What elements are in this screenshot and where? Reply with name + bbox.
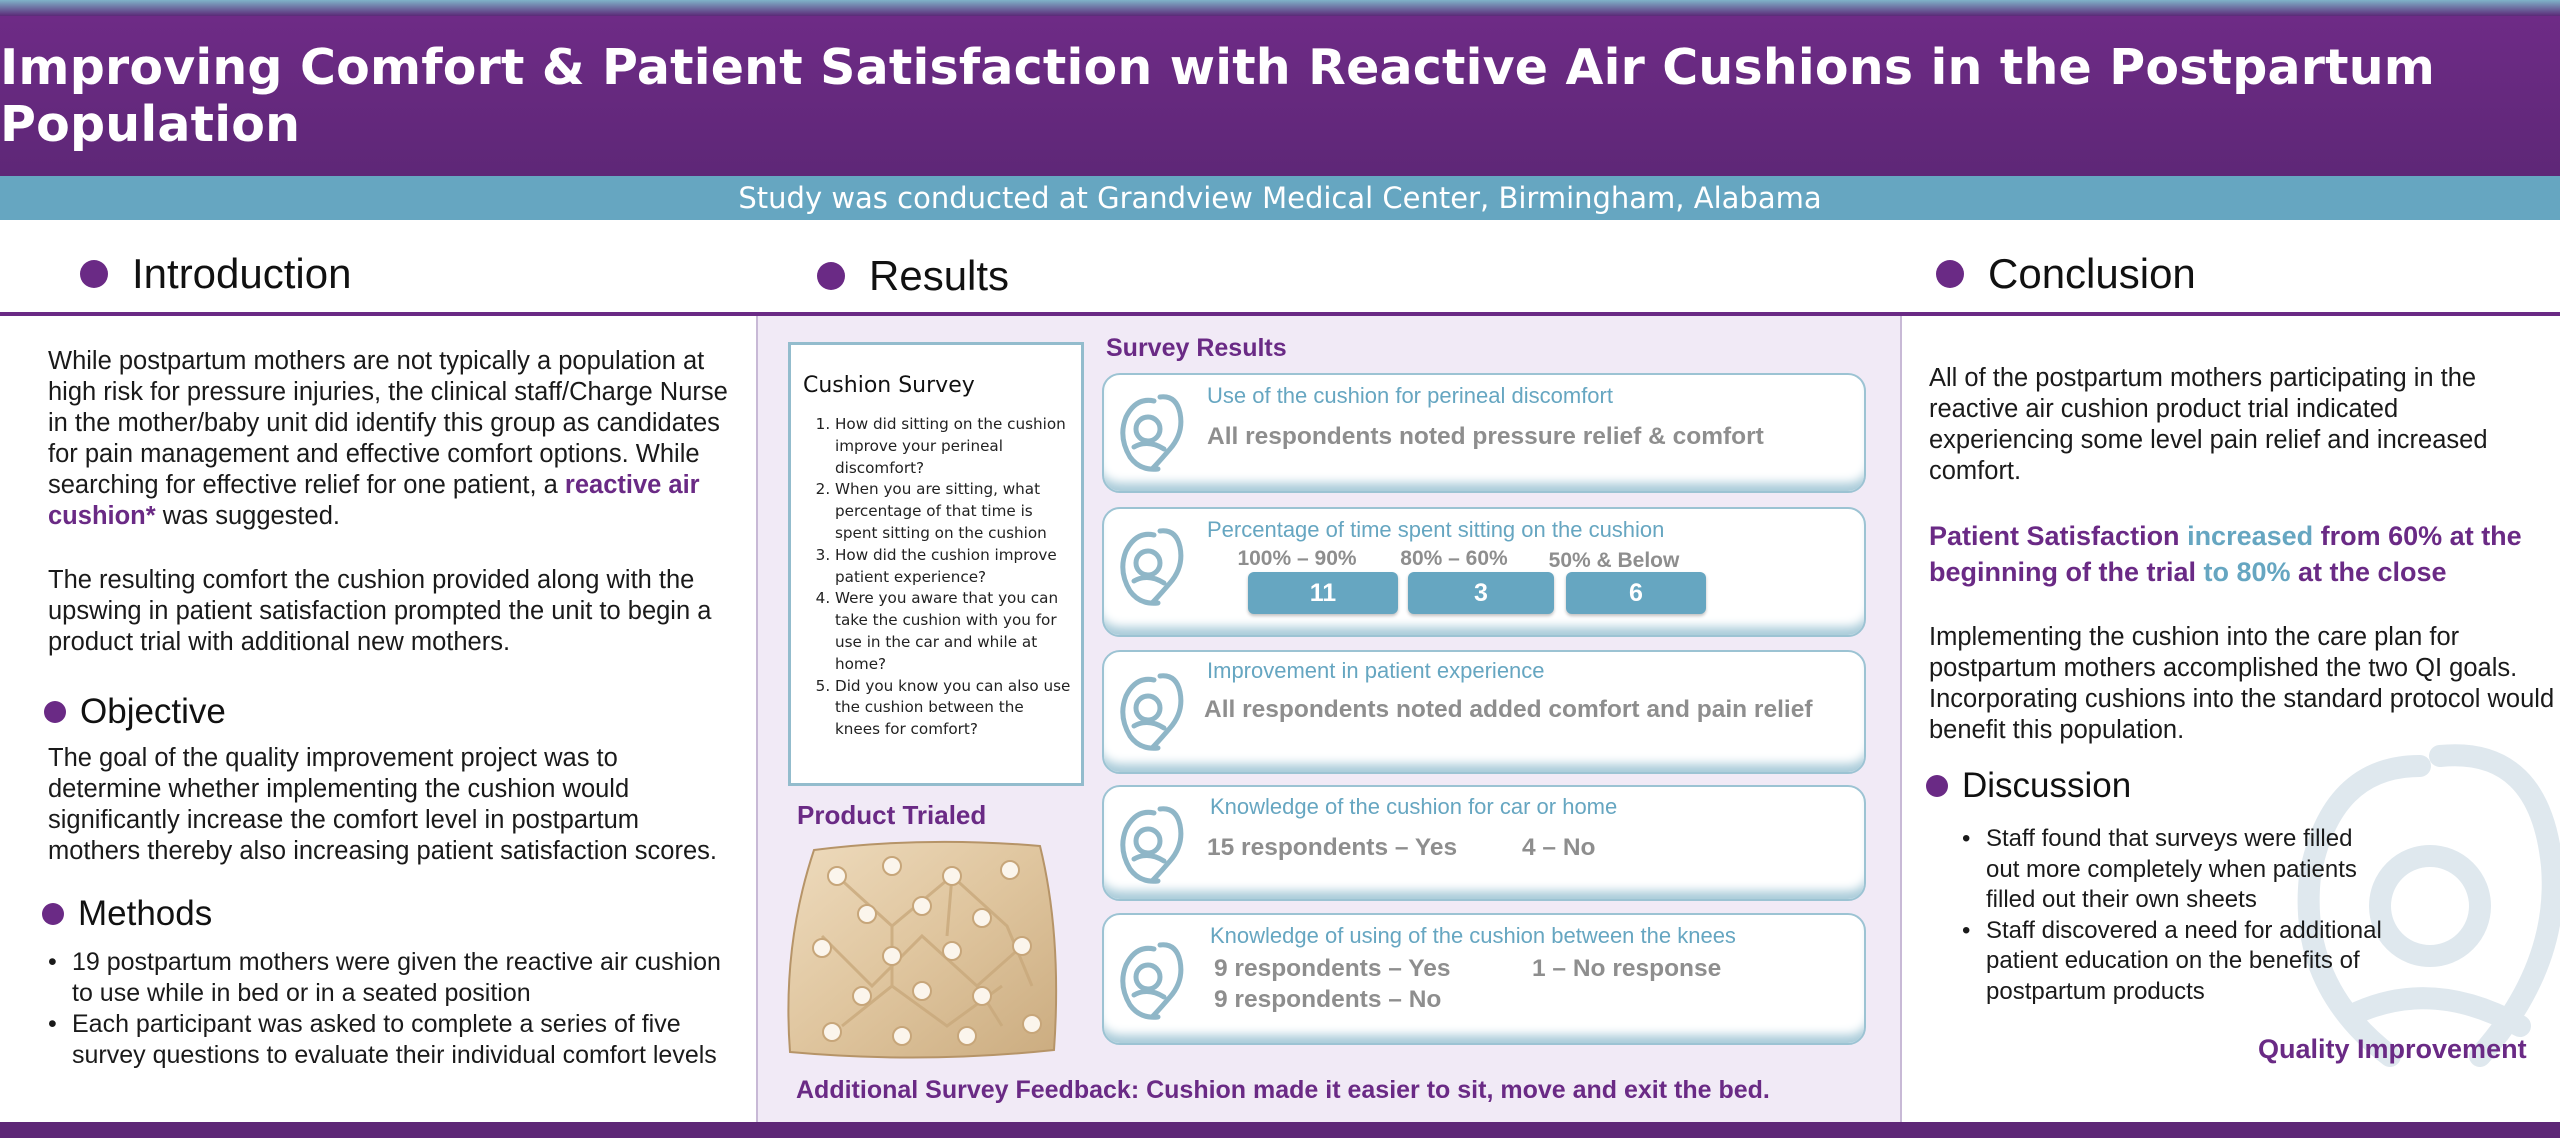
result-card-knees: Knowledge of using of the cushion betwee… [1102, 913, 1866, 1045]
introduction-paragraph-2: The resulting comfort the cushion provid… [48, 566, 712, 656]
mother-baby-icon [1120, 528, 1184, 606]
additional-feedback: Additional Survey Feedback: Cushion made… [796, 1076, 1770, 1104]
bullet-dot-icon [44, 701, 66, 723]
card-title: Improvement in patient experience [1207, 658, 1545, 683]
methods-list: 19 postpartum mothers were given the rea… [48, 947, 738, 1071]
discussion-list: Staff found that surveys were filled out… [1962, 824, 2382, 1007]
bucket-label: 100% – 90% [1237, 547, 1357, 570]
bucket-label: 80% – 60% [1400, 547, 1508, 570]
quality-improvement-label: Quality Improvement [2258, 1034, 2527, 1064]
card-body: All respondents noted added comfort and … [1204, 696, 1813, 723]
list-item: 19 postpartum mothers were given the rea… [48, 947, 738, 1009]
bucket-count: 6 [1566, 572, 1706, 614]
bullet-dot-icon [80, 260, 108, 288]
card-body: 4 – No [1522, 834, 1596, 861]
result-card-experience: Improvement in patient experience All re… [1102, 650, 1866, 774]
poster-header: Improving Comfort & Patient Satisfaction… [0, 16, 2560, 176]
survey-question: How did the cushion improve patient expe… [835, 545, 1071, 589]
result-card-car-home: Knowledge of the cushion for car or home… [1102, 785, 1866, 901]
poster-subtitle: Study was conducted at Grandview Medical… [738, 181, 1822, 215]
survey-results-label: Survey Results [1106, 334, 1287, 362]
bullet-dot-icon [1926, 775, 1948, 797]
survey-question: How did sitting on the cushion improve y… [835, 414, 1071, 479]
bullet-dot-icon [1936, 260, 1964, 288]
mother-baby-icon [1120, 673, 1184, 751]
subtitle-bar: Study was conducted at Grandview Medical… [0, 176, 2560, 220]
satisfaction-highlight: Patient Satisfaction increased from 60% … [1929, 521, 2522, 587]
list-item: Each participant was asked to complete a… [48, 1009, 738, 1071]
survey-title: Cushion Survey [803, 373, 975, 398]
card-title: Knowledge of using of the cushion betwee… [1210, 923, 1736, 948]
bottom-bar [0, 1122, 2560, 1138]
introduction-paragraph: While postpartum mothers are not typical… [48, 347, 728, 530]
poster-title: Improving Comfort & Patient Satisfaction… [0, 39, 2436, 153]
bucket-count: 3 [1408, 572, 1554, 614]
card-body: 1 – No response [1532, 955, 1722, 982]
result-card-time-sitting: Percentage of time spent sitting on the … [1102, 507, 1866, 637]
bucket-count: 11 [1248, 572, 1398, 614]
survey-question: When you are sitting, what percentage of… [835, 479, 1071, 544]
card-body: All respondents noted pressure relief & … [1207, 423, 1764, 450]
top-accent-strip [0, 0, 2560, 16]
methods-heading: Methods [42, 894, 212, 934]
reactive-air-cushion-highlight: reactive air cushion* [48, 471, 700, 530]
card-body: 9 respondents – No [1214, 986, 1442, 1013]
survey-questions: How did sitting on the cushion improve y… [803, 414, 1071, 741]
discussion-heading: Discussion [1926, 766, 2131, 806]
conclusion-heading: Conclusion [1936, 250, 2196, 298]
bucket-label: 50% & Below [1548, 549, 1680, 572]
mother-baby-icon [1120, 942, 1184, 1020]
survey-question: Did you know you can also use the cushio… [835, 676, 1071, 741]
bullet-dot-icon [817, 262, 845, 290]
section-divider [0, 312, 2560, 316]
card-title: Knowledge of the cushion for car or home [1210, 794, 1618, 819]
air-cushion-image [787, 840, 1058, 1059]
card-title: Use of the cushion for perineal discomfo… [1207, 383, 1613, 408]
conclusion-paragraph: All of the postpartum mothers participat… [1929, 364, 2488, 485]
list-item: Staff discovered a need for additional p… [1962, 916, 2382, 1008]
mother-baby-icon [1120, 806, 1184, 884]
survey-question: Were you aware that you can take the cus… [835, 588, 1071, 675]
card-body: 9 respondents – Yes [1214, 955, 1451, 982]
list-item: Staff found that surveys were filled out… [1962, 824, 2382, 916]
introduction-heading: Introduction [80, 250, 351, 298]
cushion-survey-box: Cushion Survey How did sitting on the cu… [788, 342, 1084, 786]
card-title: Percentage of time spent sitting on the … [1207, 517, 1665, 542]
product-trialed-label: Product Trialed [797, 800, 987, 830]
objective-heading: Objective [44, 692, 226, 732]
mother-baby-icon [1120, 394, 1184, 472]
conclusion-paragraph-2: Implementing the cushion into the care p… [1929, 623, 2555, 744]
bullet-dot-icon [42, 903, 64, 925]
result-card-perineal: Use of the cushion for perineal discomfo… [1102, 373, 1866, 493]
results-heading: Results [817, 252, 1009, 300]
card-body: 15 respondents – Yes [1207, 834, 1458, 861]
objective-text: The goal of the quality improvement proj… [48, 744, 718, 865]
